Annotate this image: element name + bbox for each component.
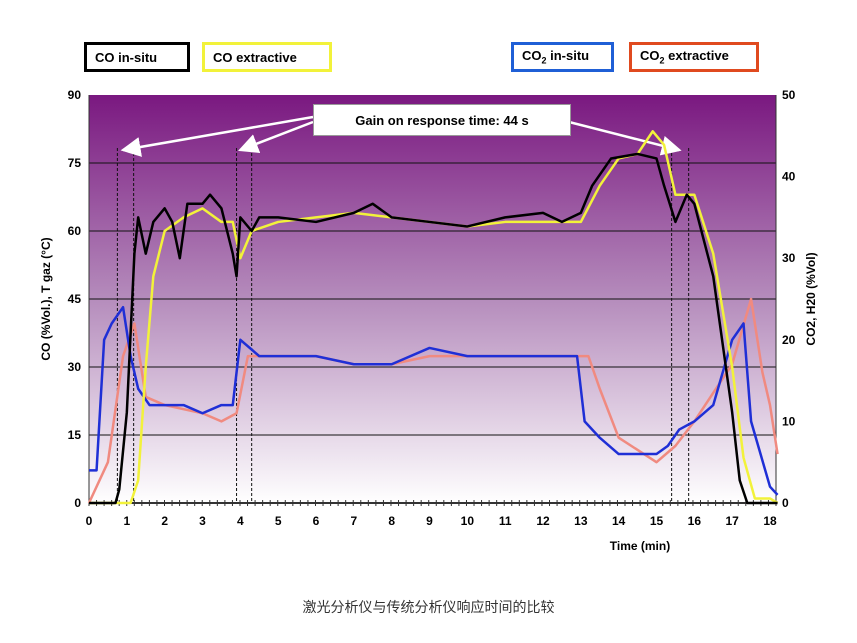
- figure-caption: 激光分析仪与传统分析仪响应时间的比较: [302, 600, 555, 616]
- x-tick-label: 8: [388, 514, 395, 528]
- x-tick-label: 6: [313, 514, 320, 528]
- series-line-co2-extractive: [87, 297, 779, 504]
- y2-tick-label: 50: [782, 88, 796, 102]
- x-tick-label: 4: [237, 514, 244, 528]
- legend-co-insitu: CO in-situ: [84, 42, 190, 72]
- x-tick-label: 15: [650, 514, 664, 528]
- y-tick-label: 45: [68, 292, 82, 306]
- x-tick-label: 17: [725, 514, 739, 528]
- series-line-co-in-situ: [89, 152, 778, 505]
- y-tick-label: 75: [68, 156, 82, 170]
- x-tick-label: 18: [763, 514, 777, 528]
- y2-tick-label: 40: [782, 170, 796, 184]
- x-tick-label: 16: [688, 514, 702, 528]
- legend-label: CO in-situ: [95, 49, 158, 65]
- annotation-arrow: [120, 115, 314, 157]
- x-tick-label: 9: [426, 514, 433, 528]
- y2-tick-label: 30: [782, 251, 796, 265]
- x-axis-label: Time (min): [610, 539, 670, 553]
- x-tick-label: 3: [199, 514, 206, 528]
- legend-co2-insitu: CO2 in-situ: [511, 42, 614, 72]
- legend-co2-extractive: CO2 extractive: [629, 42, 759, 72]
- x-tick-label: 11: [499, 514, 512, 528]
- y-tick-label: 90: [68, 88, 82, 102]
- x-tick-label: 14: [612, 514, 626, 528]
- y-axis-label: CO (%Vol.), T gaz (°C): [39, 237, 53, 360]
- x-tick-label: 0: [86, 514, 93, 528]
- legend-label: CO2 extractive: [640, 48, 729, 66]
- x-tick-label: 7: [350, 514, 357, 528]
- legend-co-extractive: CO extractive: [202, 42, 332, 72]
- y2-axis-label: CO2, H20 (%Vol): [804, 252, 818, 345]
- x-tick-label: 13: [574, 514, 588, 528]
- y-tick-label: 0: [74, 496, 81, 510]
- legend-label: CO2 in-situ: [522, 48, 590, 66]
- annotation-arrow: [568, 120, 682, 156]
- y-tick-label: 60: [68, 224, 82, 238]
- x-tick-label: 1: [123, 514, 130, 528]
- x-tick-label: 2: [161, 514, 168, 528]
- y2-tick-label: 0: [782, 496, 789, 510]
- y-tick-label: 15: [68, 428, 82, 442]
- y-tick-label: 30: [68, 360, 82, 374]
- x-tick-label: 5: [275, 514, 282, 528]
- y2-tick-label: 20: [782, 333, 796, 347]
- y2-tick-label: 10: [782, 414, 796, 428]
- x-tick-label: 10: [461, 514, 475, 528]
- annotation-arrow: [238, 120, 314, 154]
- x-tick-label: 12: [536, 514, 550, 528]
- series-line-co2-in-situ: [89, 305, 779, 496]
- annotation-box: Gain on response time: 44 s: [313, 104, 571, 136]
- legend-label: CO extractive: [213, 49, 297, 65]
